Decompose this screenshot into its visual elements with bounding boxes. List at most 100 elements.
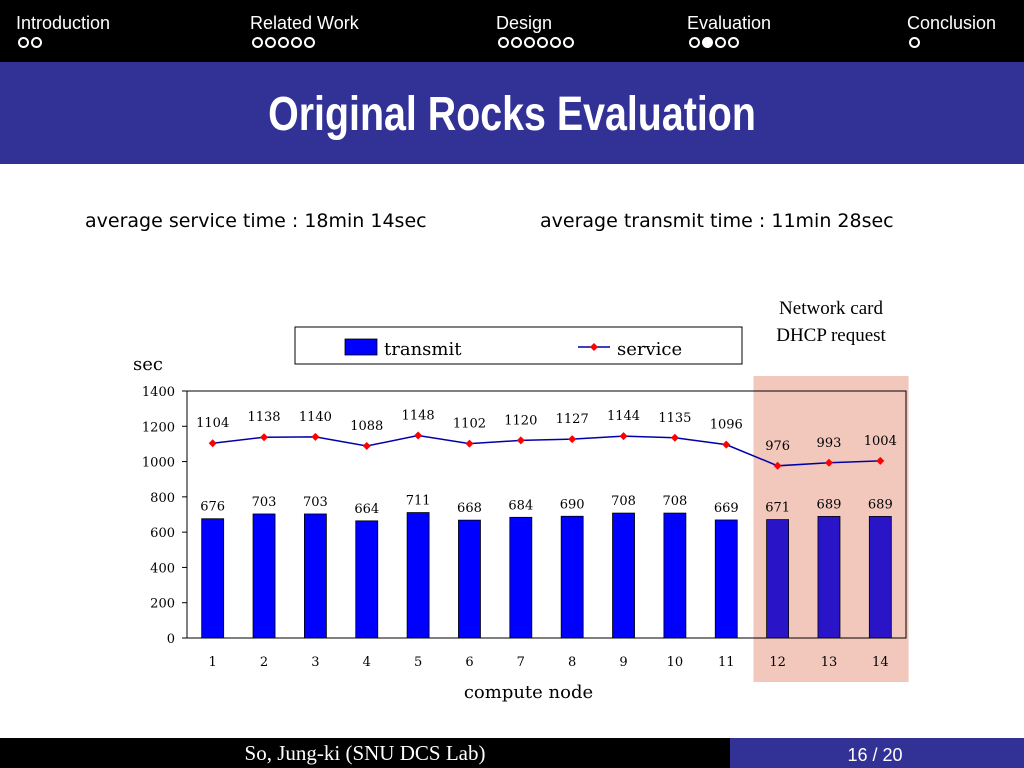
service-value-label: 1104 — [196, 416, 229, 431]
legend-transmit-label: transmit — [384, 339, 462, 360]
x-tick-label: 2 — [260, 655, 268, 670]
transmit-bar — [817, 516, 841, 639]
service-line — [212, 434, 881, 467]
nav-section-dots — [689, 37, 739, 48]
x-tick-label: 14 — [872, 655, 889, 670]
service-marker — [465, 439, 474, 448]
y-tick-label: 1200 — [142, 420, 175, 435]
x-tick-label: 6 — [465, 655, 473, 670]
transmit-bar — [868, 516, 892, 639]
service-marker — [773, 461, 782, 470]
page-number: 16 / 20 — [847, 745, 903, 765]
service-marker — [260, 433, 269, 442]
nav-slide-dot[interactable] — [715, 37, 726, 48]
legend-service-label: service — [617, 339, 682, 360]
transmit-bar — [714, 519, 738, 639]
transmit-bar — [560, 515, 584, 639]
service-value-label: 993 — [817, 436, 842, 451]
transmit-value-label: 664 — [354, 502, 379, 517]
service-marker — [670, 433, 679, 442]
transmit-bar — [355, 520, 379, 639]
highlight-annotation: Network card — [779, 298, 883, 319]
service-value-label: 1127 — [556, 412, 589, 427]
y-tick-label: 0 — [167, 632, 175, 647]
nav-section-evaluation[interactable]: Evaluation — [687, 13, 772, 33]
x-tick-label: 9 — [619, 655, 627, 670]
service-marker — [722, 440, 731, 449]
service-value-label: 1148 — [402, 408, 435, 423]
nav-section-dots — [252, 37, 315, 48]
transmit-value-label: 668 — [457, 501, 482, 516]
nav-slide-dot[interactable] — [511, 37, 522, 48]
nav-slide-dot[interactable] — [278, 37, 289, 48]
x-tick-label: 11 — [718, 655, 735, 670]
y-tick-label: 1000 — [142, 456, 175, 471]
service-marker — [362, 442, 371, 451]
nav-slide-dot[interactable] — [18, 37, 29, 48]
x-tick-label: 12 — [769, 655, 786, 670]
nav-section-conclusion[interactable]: Conclusion — [907, 13, 997, 33]
average-service-time: average service time : 18min 14sec — [85, 210, 427, 232]
nav-slide-dot[interactable] — [291, 37, 302, 48]
nav-slide-dot[interactable] — [252, 37, 263, 48]
nav-section-related-work[interactable]: Related Work — [250, 13, 359, 33]
transmit-value-label: 708 — [662, 494, 687, 509]
transmit-value-label: 689 — [868, 497, 893, 512]
service-value-label: 976 — [765, 439, 790, 454]
nav-section-dots — [18, 37, 42, 48]
transmit-value-label: 703 — [252, 495, 277, 510]
nav-slide-dot[interactable] — [909, 37, 920, 48]
plot-area — [186, 390, 907, 639]
service-marker — [311, 432, 320, 441]
transmit-bar — [201, 518, 225, 639]
nav-slide-dot[interactable] — [304, 37, 315, 48]
nav-slide-dot[interactable] — [728, 37, 739, 48]
service-value-label: 1004 — [864, 434, 897, 449]
legend-transmit-swatch — [344, 338, 378, 356]
nav-slide-dot[interactable] — [702, 37, 713, 48]
service-marker — [876, 456, 885, 465]
y-tick-label: 1400 — [142, 385, 175, 400]
y-tick-label: 400 — [150, 561, 175, 576]
service-marker — [568, 435, 577, 444]
nav-section-dots — [909, 37, 920, 48]
transmit-bar — [766, 519, 790, 639]
nav-slide-dot[interactable] — [689, 37, 700, 48]
nav-section-dots — [498, 37, 574, 48]
transmit-bar — [509, 516, 533, 639]
service-marker — [619, 432, 628, 441]
average-transmit-time: average transmit time : 11min 28sec — [540, 210, 894, 232]
nav-slide-dot[interactable] — [31, 37, 42, 48]
transmit-value-label: 689 — [817, 497, 842, 512]
transmit-value-label: 708 — [611, 494, 636, 509]
footer-page-bar — [730, 738, 1024, 768]
service-value-label: 1135 — [658, 411, 691, 426]
y-tick-label: 800 — [150, 491, 175, 506]
transmit-value-label: 711 — [406, 494, 431, 509]
x-tick-label: 13 — [821, 655, 838, 670]
nav-section-introduction[interactable]: Introduction — [16, 13, 111, 33]
nav-slide-dot[interactable] — [537, 37, 548, 48]
service-value-label: 1140 — [299, 410, 332, 425]
highlight-annotation: DHCP request — [776, 325, 886, 346]
x-tick-label: 7 — [517, 655, 525, 670]
transmit-bar — [612, 512, 635, 639]
nav-slide-dot[interactable] — [498, 37, 509, 48]
nav-slide-dot[interactable] — [563, 37, 574, 48]
footer-author: So, Jung-ki (SNU DCS Lab) — [244, 741, 486, 765]
footer-author-bar — [0, 738, 730, 768]
nav-slide-dot[interactable] — [550, 37, 561, 48]
transmit-value-label: 684 — [508, 498, 533, 513]
x-tick-label: 10 — [667, 655, 684, 670]
nav-slide-dot[interactable] — [265, 37, 276, 48]
section-navigation-bar — [0, 0, 1024, 62]
x-tick-label: 3 — [311, 655, 319, 670]
x-tick-label: 8 — [568, 655, 576, 670]
evaluation-chart: Network card DHCP request 0 200 400 600 800 100… — [133, 298, 909, 703]
nav-section-design[interactable]: Design — [496, 13, 553, 33]
nav-slide-dot[interactable] — [524, 37, 535, 48]
transmit-bar — [406, 512, 430, 639]
x-tick-label: 5 — [414, 655, 422, 670]
transmit-bar — [252, 513, 276, 639]
transmit-value-label: 671 — [765, 501, 790, 516]
